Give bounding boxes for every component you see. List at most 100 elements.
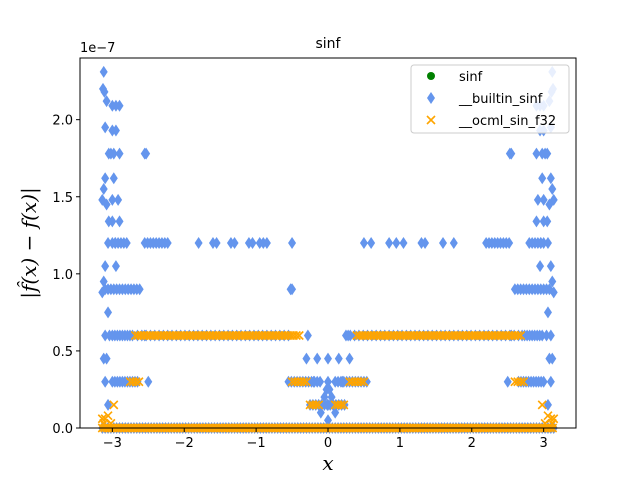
data-point bbox=[99, 352, 108, 365]
data-point bbox=[537, 400, 547, 410]
data-point bbox=[262, 237, 271, 249]
y-tick-label: 1.0 bbox=[52, 268, 73, 283]
data-point bbox=[302, 352, 311, 365]
data-point bbox=[545, 198, 554, 211]
data-point bbox=[539, 193, 548, 206]
data-point bbox=[516, 377, 526, 387]
data-point bbox=[316, 406, 325, 419]
legend-label: sinf bbox=[459, 70, 483, 85]
data-point bbox=[532, 147, 541, 160]
y-axis: 0.0 0.5 1.0 1.5 2.0 bbox=[52, 114, 80, 437]
data-point bbox=[99, 82, 108, 95]
data-point bbox=[101, 260, 110, 273]
data-point bbox=[134, 377, 144, 387]
data-point bbox=[331, 406, 340, 419]
legend-label: __builtin_sinf bbox=[458, 92, 543, 107]
data-point bbox=[339, 400, 349, 410]
data-point bbox=[309, 375, 318, 388]
data-point bbox=[546, 260, 555, 273]
data-point bbox=[540, 418, 550, 428]
data-point bbox=[539, 375, 548, 388]
legend-marker-1 bbox=[427, 92, 435, 104]
data-point bbox=[513, 330, 523, 341]
data-point bbox=[102, 198, 111, 211]
y-tick-label: 0.0 bbox=[52, 422, 73, 437]
data-point bbox=[548, 275, 557, 288]
data-point bbox=[546, 329, 555, 342]
data-point bbox=[230, 237, 239, 249]
data-point bbox=[324, 414, 332, 427]
data-point bbox=[291, 330, 301, 341]
x-tick-label: 3 bbox=[540, 436, 548, 451]
data-point bbox=[244, 237, 253, 249]
data-point bbox=[99, 275, 108, 288]
data-point bbox=[533, 193, 542, 206]
data-point bbox=[102, 95, 111, 108]
data-point bbox=[108, 215, 117, 228]
data-point bbox=[538, 172, 547, 185]
x-axis: −3 −2 −1 0 1 2 3 bbox=[103, 428, 548, 451]
data-point bbox=[356, 377, 366, 387]
data-point bbox=[313, 352, 322, 365]
plot-area bbox=[97, 65, 559, 434]
data-point bbox=[106, 418, 116, 428]
data-point bbox=[288, 283, 297, 296]
y-axis-label: |f̂(x) − f(x)| bbox=[17, 187, 42, 299]
y-offset-text: 1e−7 bbox=[80, 41, 115, 56]
data-point bbox=[505, 147, 514, 160]
data-point bbox=[367, 237, 376, 249]
data-point bbox=[301, 377, 312, 387]
data-point bbox=[543, 306, 552, 319]
data-point bbox=[108, 193, 117, 206]
y-tick-label: 0.5 bbox=[52, 345, 73, 360]
data-point bbox=[518, 377, 529, 387]
x-axis-label: x bbox=[322, 451, 333, 475]
data-point bbox=[109, 400, 119, 410]
data-point bbox=[294, 330, 304, 341]
chart-title: sinf bbox=[316, 36, 342, 52]
data-point bbox=[516, 330, 526, 341]
data-point bbox=[115, 215, 124, 228]
data-point bbox=[101, 329, 110, 342]
data-point bbox=[122, 237, 131, 249]
data-point bbox=[104, 398, 113, 411]
data-point bbox=[97, 414, 107, 424]
legend-entries: sinf __builtin_sinf __ocml_sin_f32 bbox=[426, 70, 556, 129]
data-point bbox=[101, 121, 110, 134]
data-point bbox=[194, 237, 203, 249]
data-point bbox=[109, 172, 118, 185]
data-point bbox=[336, 400, 346, 410]
data-point bbox=[212, 237, 221, 249]
series-layer bbox=[97, 65, 559, 434]
data-point bbox=[104, 306, 113, 319]
data-point bbox=[334, 352, 343, 365]
data-point bbox=[99, 65, 108, 78]
data-point bbox=[111, 260, 120, 273]
data-point bbox=[548, 352, 557, 365]
data-point bbox=[538, 329, 547, 342]
data-point bbox=[549, 286, 558, 299]
y-tick-label: 1.5 bbox=[52, 191, 73, 206]
data-point bbox=[115, 147, 124, 160]
data-point bbox=[399, 237, 408, 249]
legend: sinf __builtin_sinf __ocml_sin_f32 bbox=[410, 64, 570, 134]
data-point bbox=[105, 329, 114, 342]
x-tick-label: 2 bbox=[468, 436, 476, 451]
data-point bbox=[142, 147, 151, 160]
data-point bbox=[325, 383, 334, 396]
data-point bbox=[549, 414, 559, 424]
x-tick-label: 1 bbox=[396, 436, 404, 451]
data-point bbox=[324, 352, 332, 365]
legend-marker-0 bbox=[427, 72, 435, 80]
data-point bbox=[101, 172, 110, 185]
x-tick-label: −3 bbox=[103, 436, 122, 451]
data-point bbox=[131, 377, 141, 387]
data-point bbox=[144, 375, 153, 388]
legend-marker-2 bbox=[426, 115, 436, 125]
data-point bbox=[103, 411, 113, 421]
data-point bbox=[505, 237, 514, 249]
data-point bbox=[385, 237, 394, 249]
legend-box bbox=[410, 64, 570, 134]
data-point bbox=[98, 286, 107, 299]
data-point bbox=[101, 375, 110, 388]
